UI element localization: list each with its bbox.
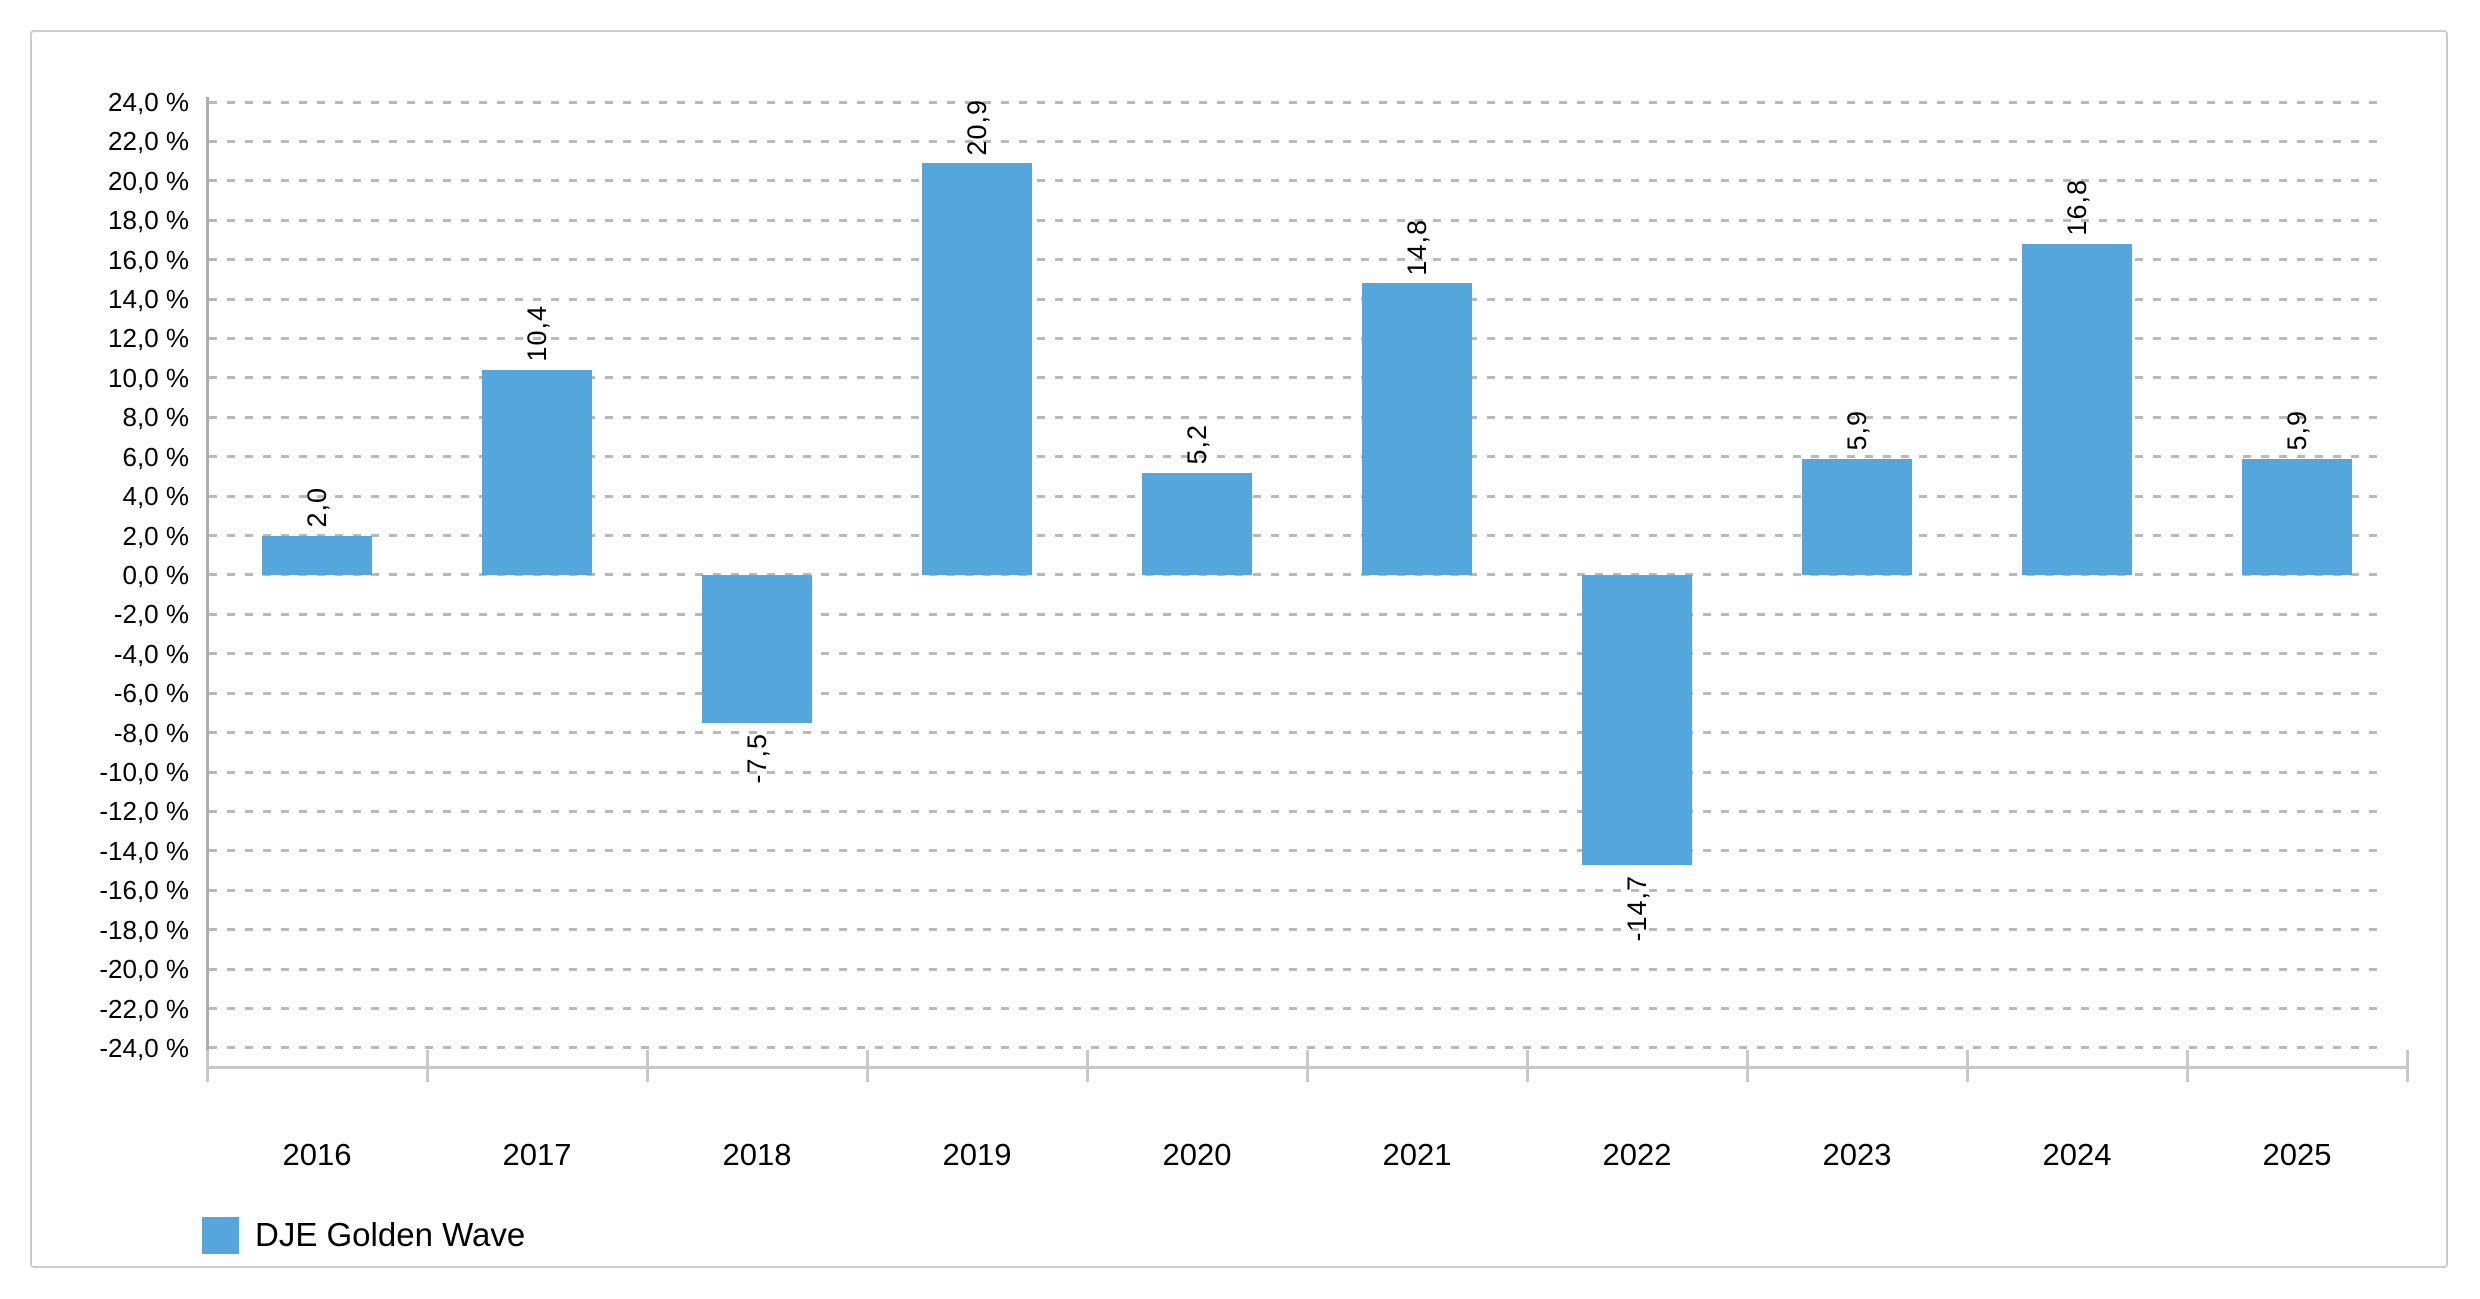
gridline (209, 179, 2381, 183)
x-axis-tick (866, 1050, 869, 1082)
legend-label: DJE Golden Wave (255, 1216, 526, 1253)
bar-value-label: 5,2 (1182, 423, 1212, 465)
gridline (209, 888, 2381, 892)
bar (1362, 283, 1472, 575)
y-axis-tick-label: 0,0 % (122, 559, 190, 590)
gridline (209, 297, 2381, 301)
gridline (209, 494, 2381, 498)
gridline (209, 691, 2381, 695)
y-axis-tick-label: 4,0 % (122, 481, 190, 512)
y-axis-tick-label: 14,0 % (108, 284, 189, 315)
y-axis-tick-label: -18,0 % (99, 914, 189, 945)
y-axis-tick-label: -6,0 % (113, 678, 189, 709)
bar (2242, 458, 2352, 575)
y-axis-tick-label: 2,0 % (122, 520, 190, 551)
x-axis-tick (1086, 1050, 1089, 1082)
bar (1802, 458, 1912, 575)
bar (262, 535, 372, 575)
gridline (209, 258, 2381, 262)
gridline (209, 967, 2381, 971)
x-axis-category-label: 2020 (1162, 1137, 1232, 1172)
x-axis-tick (206, 1050, 209, 1082)
gridline (209, 100, 2381, 104)
legend-swatch-icon (202, 1216, 239, 1254)
gridline (209, 612, 2381, 616)
y-axis-tick-label: -12,0 % (99, 796, 189, 827)
x-axis-tick (1306, 1050, 1309, 1082)
gridline (209, 809, 2381, 813)
y-axis-line (206, 97, 209, 1082)
gridline (209, 928, 2381, 932)
gridline (209, 139, 2381, 143)
x-axis-tick (2406, 1050, 2409, 1082)
x-axis-category-label: 2019 (942, 1137, 1012, 1172)
y-axis-tick-label: 20,0 % (108, 165, 189, 196)
gridline (209, 573, 2381, 577)
y-axis-tick-label: 6,0 % (122, 441, 190, 472)
bar (922, 163, 1032, 575)
y-axis-tick-label: 24,0 % (108, 87, 189, 117)
bar-value-label: 10,4 (522, 305, 552, 363)
bar-value-label: 20,9 (962, 98, 992, 156)
y-axis-tick-label: 10,0 % (108, 362, 189, 393)
gridline (209, 336, 2381, 340)
chart-frame: 2,0 10,4 -7,5 20,9 5,2 14,8 -14,7 5,9 16,8 5,9 24… (30, 30, 2448, 1268)
x-axis-category-label: 2018 (722, 1137, 792, 1172)
y-axis-tick-label: -24,0 % (99, 1032, 189, 1063)
y-axis-tick-label: -10,0 % (99, 757, 189, 788)
gridline (209, 731, 2381, 735)
y-axis-tick-label: -14,0 % (99, 835, 189, 866)
x-axis-tick (1526, 1050, 1529, 1082)
y-axis-tick-label: 12,0 % (108, 323, 189, 354)
gridline (209, 415, 2381, 419)
gridline (209, 534, 2381, 538)
y-axis-tick-label: -22,0 % (99, 993, 189, 1024)
y-axis-tick-label: 18,0 % (108, 205, 189, 236)
gridline (209, 849, 2381, 853)
bar-value-label: 14,8 (1402, 218, 1432, 276)
bar (1582, 574, 1692, 865)
gridline (209, 770, 2381, 774)
x-axis-tick (2186, 1050, 2189, 1082)
y-axis-tick-label: 16,0 % (108, 244, 189, 275)
bar-value-label: -14,7 (1622, 874, 1652, 942)
gridline (209, 1007, 2381, 1011)
bar-value-label: 16,8 (2062, 179, 2092, 236)
bar (702, 574, 812, 723)
bar-value-label: 2,0 (302, 487, 332, 528)
gridline (209, 376, 2381, 380)
plot-area: 2,0 10,4 -7,5 20,9 5,2 14,8 -14,7 5,9 16,8 5,9 (207, 97, 2407, 1066)
y-axis-tick-label: -16,0 % (99, 875, 189, 906)
y-axis-tick-label: -8,0 % (113, 717, 189, 748)
gridline (209, 1046, 2381, 1050)
x-axis-tick (426, 1050, 429, 1082)
y-axis-tick-label: -2,0 % (113, 599, 189, 630)
x-axis-category-label: 2016 (282, 1137, 352, 1172)
x-axis-category-label: 2025 (2262, 1137, 2332, 1172)
gridline (209, 218, 2381, 222)
x-axis-tick (1966, 1050, 1969, 1082)
legend: DJE Golden Wave (202, 1215, 525, 1255)
bar-value-label: 5,9 (2282, 410, 2312, 451)
gridline (209, 652, 2381, 656)
x-axis-category-label: 2021 (1382, 1137, 1452, 1172)
y-axis-tick-label: 8,0 % (122, 402, 190, 433)
bar-value-label: -7,5 (742, 732, 772, 784)
x-axis-tick (1746, 1050, 1749, 1082)
y-axis-tick-label: 22,0 % (108, 126, 189, 157)
gridline (209, 455, 2381, 459)
y-axis-tick-label: -4,0 % (113, 638, 189, 669)
bar (1142, 472, 1252, 575)
x-axis-category-label: 2023 (1822, 1137, 1892, 1172)
y-axis-tick-label: -20,0 % (99, 954, 189, 985)
x-axis-category-label: 2017 (502, 1137, 572, 1172)
x-axis-tick (646, 1050, 649, 1082)
x-axis-category-label: 2022 (1602, 1137, 1672, 1172)
bar-value-label: 5,9 (1842, 410, 1872, 451)
bar (2022, 243, 2132, 575)
x-axis-category-label: 2024 (2042, 1137, 2112, 1172)
bar (482, 370, 592, 575)
